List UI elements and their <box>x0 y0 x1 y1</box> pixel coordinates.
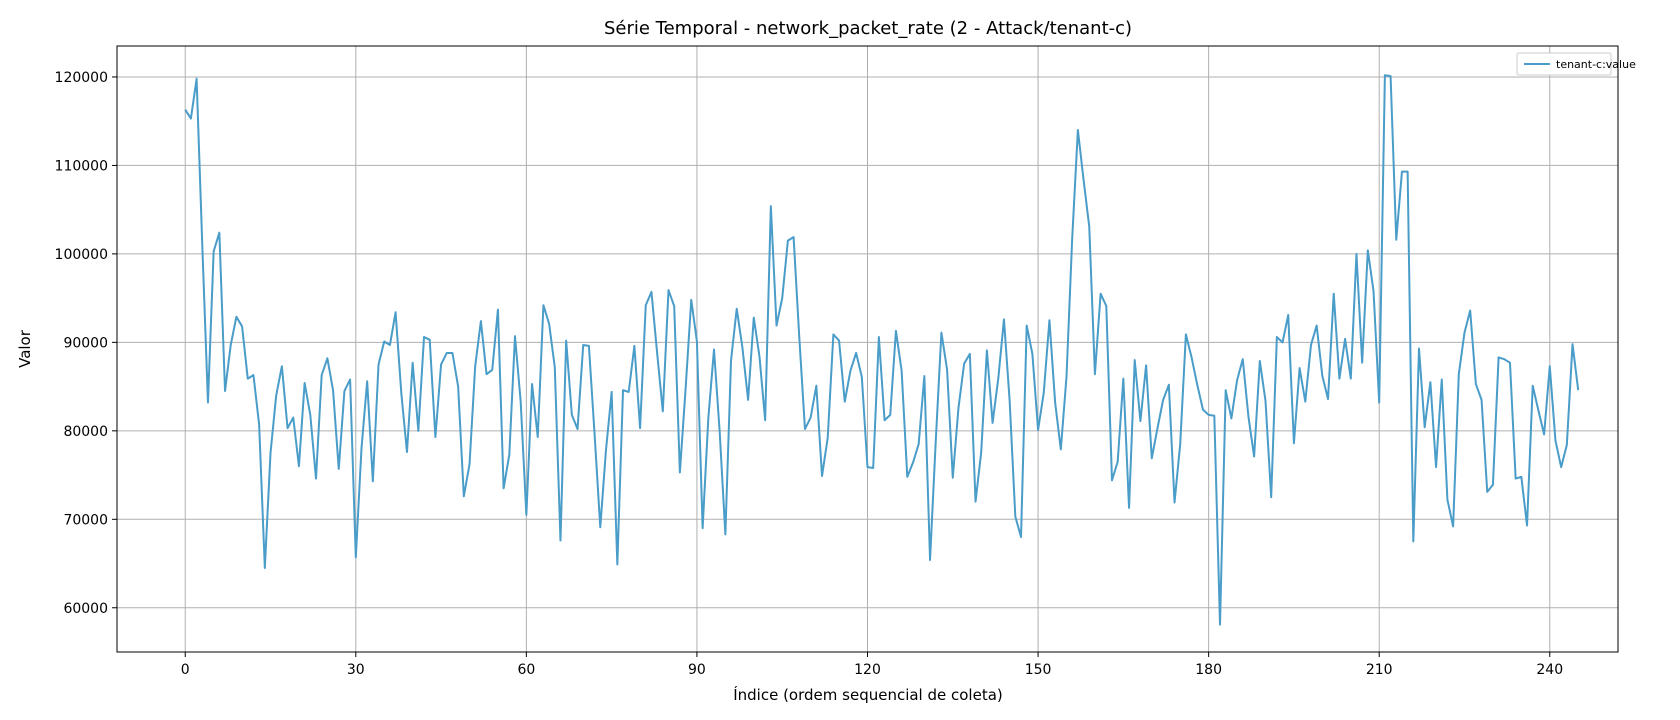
series-line-0 <box>184 74 1580 626</box>
x-tick-label: 60 <box>517 662 535 678</box>
y-tick-label: 60000 <box>63 601 108 617</box>
x-axis: 0 30 60 90 120 150 180 210 240 <box>181 652 1563 678</box>
y-tick-label: 110000 <box>55 158 108 174</box>
y-tick-label: 90000 <box>63 335 108 351</box>
series-layer <box>184 74 1580 626</box>
x-tick-label: 210 <box>1366 662 1393 678</box>
y-tick-label: 80000 <box>63 424 108 440</box>
x-axis-label: Índice (ordem sequencial de coleta) <box>733 685 1003 704</box>
legend-box <box>1516 52 1612 76</box>
legend-label-tenant-c: tenant-c:value <box>1556 58 1636 71</box>
y-axis-label: Valor <box>16 329 34 368</box>
chart-title: Série Temporal - network_packet_rate (2 … <box>604 18 1132 39</box>
x-tick-label: 150 <box>1025 662 1052 678</box>
x-tick-label: 180 <box>1195 662 1222 678</box>
x-tick-label: 90 <box>688 662 706 678</box>
y-tick-label: 70000 <box>63 512 108 528</box>
x-tick-label: 240 <box>1536 662 1563 678</box>
y-axis: 60000 70000 80000 90000 100000 110000 120000 <box>55 70 117 617</box>
grid <box>117 46 1618 652</box>
y-tick-label: 100000 <box>55 247 108 263</box>
x-tick-label: 120 <box>854 662 881 678</box>
x-tick-label: 30 <box>347 662 365 678</box>
x-tick-label: 0 <box>181 662 190 678</box>
y-tick-label: 120000 <box>55 70 108 86</box>
legend: tenant-c:value <box>1516 52 1636 76</box>
